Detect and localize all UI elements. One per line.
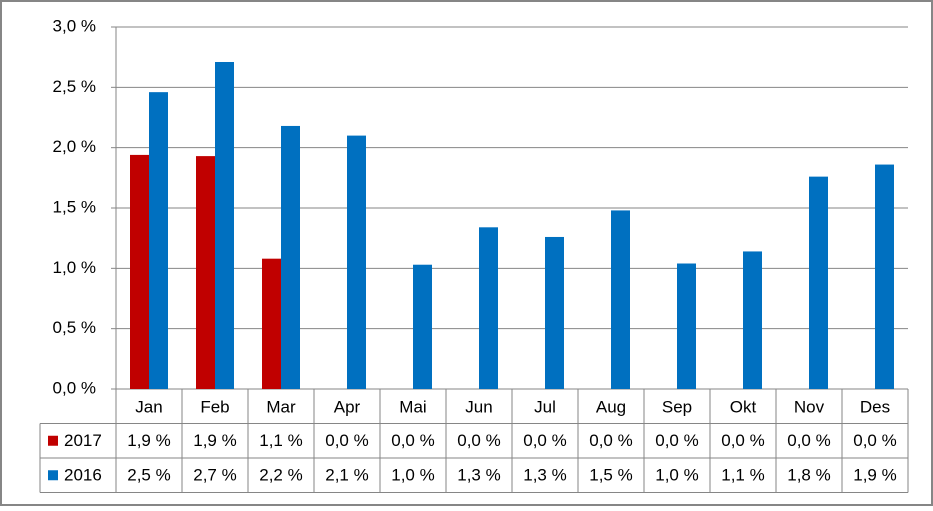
data-label: 0,0 % <box>457 431 500 450</box>
bar <box>347 135 366 389</box>
x-tick-label: Mai <box>399 398 426 417</box>
data-label: 1,9 % <box>193 431 236 450</box>
data-label: 0,0 % <box>787 431 830 450</box>
data-label: 1,0 % <box>391 466 434 485</box>
bar <box>809 176 828 389</box>
data-label: 1,0 % <box>655 466 698 485</box>
x-tick-label: Mar <box>266 398 296 417</box>
data-label: 1,9 % <box>127 431 170 450</box>
bar <box>281 125 300 390</box>
x-tick-label: Sep <box>662 398 692 417</box>
data-label: 1,5 % <box>589 466 632 485</box>
data-label: 0,0 % <box>853 431 896 450</box>
bar <box>479 227 498 389</box>
bar <box>413 264 432 389</box>
bar <box>677 263 696 389</box>
legend-marker <box>48 435 58 446</box>
legend-marker <box>48 470 58 481</box>
data-label: 2,2 % <box>259 466 302 485</box>
bar <box>611 210 630 389</box>
bar <box>743 251 762 389</box>
y-tick-label: 2,0 % <box>53 137 96 156</box>
data-label: 0,0 % <box>325 431 368 450</box>
data-label: 0,0 % <box>589 431 632 450</box>
x-tick-label: Jul <box>534 398 556 417</box>
data-label: 2,5 % <box>127 466 170 485</box>
x-tick-label: Jun <box>465 398 492 417</box>
data-label: 1,9 % <box>853 466 896 485</box>
data-label: 1,1 % <box>259 431 302 450</box>
x-tick-label: Des <box>860 398 890 417</box>
data-label: 0,0 % <box>523 431 566 450</box>
y-tick-label: 3,0 % <box>53 16 96 35</box>
x-tick-label: Jan <box>135 398 162 417</box>
x-tick-label: Apr <box>334 398 361 417</box>
data-label: 1,1 % <box>721 466 764 485</box>
bar <box>545 236 564 389</box>
y-tick-label: 0,0 % <box>53 378 96 397</box>
x-tick-label: Feb <box>200 398 229 417</box>
bar <box>130 154 149 389</box>
data-label: 1,8 % <box>787 466 830 485</box>
data-label: 1,3 % <box>523 466 566 485</box>
legend-label: 2016 <box>64 466 102 485</box>
bar <box>196 156 215 389</box>
bar <box>215 61 234 389</box>
y-tick-label: 1,0 % <box>53 258 96 277</box>
y-tick-label: 0,5 % <box>53 318 96 337</box>
x-tick-label: Nov <box>794 398 825 417</box>
data-label: 2,7 % <box>193 466 236 485</box>
data-label: 0,0 % <box>391 431 434 450</box>
y-tick-label: 2,5 % <box>53 77 96 96</box>
legend-label: 2017 <box>64 431 102 450</box>
data-label: 0,0 % <box>721 431 764 450</box>
y-tick-label: 1,5 % <box>53 197 96 216</box>
data-label: 2,1 % <box>325 466 368 485</box>
data-label: 0,0 % <box>655 431 698 450</box>
bar <box>149 92 168 389</box>
x-tick-label: Okt <box>730 398 757 417</box>
x-tick-label: Aug <box>596 398 626 417</box>
data-label: 1,3 % <box>457 466 500 485</box>
bar <box>262 258 281 389</box>
bar <box>875 164 894 389</box>
